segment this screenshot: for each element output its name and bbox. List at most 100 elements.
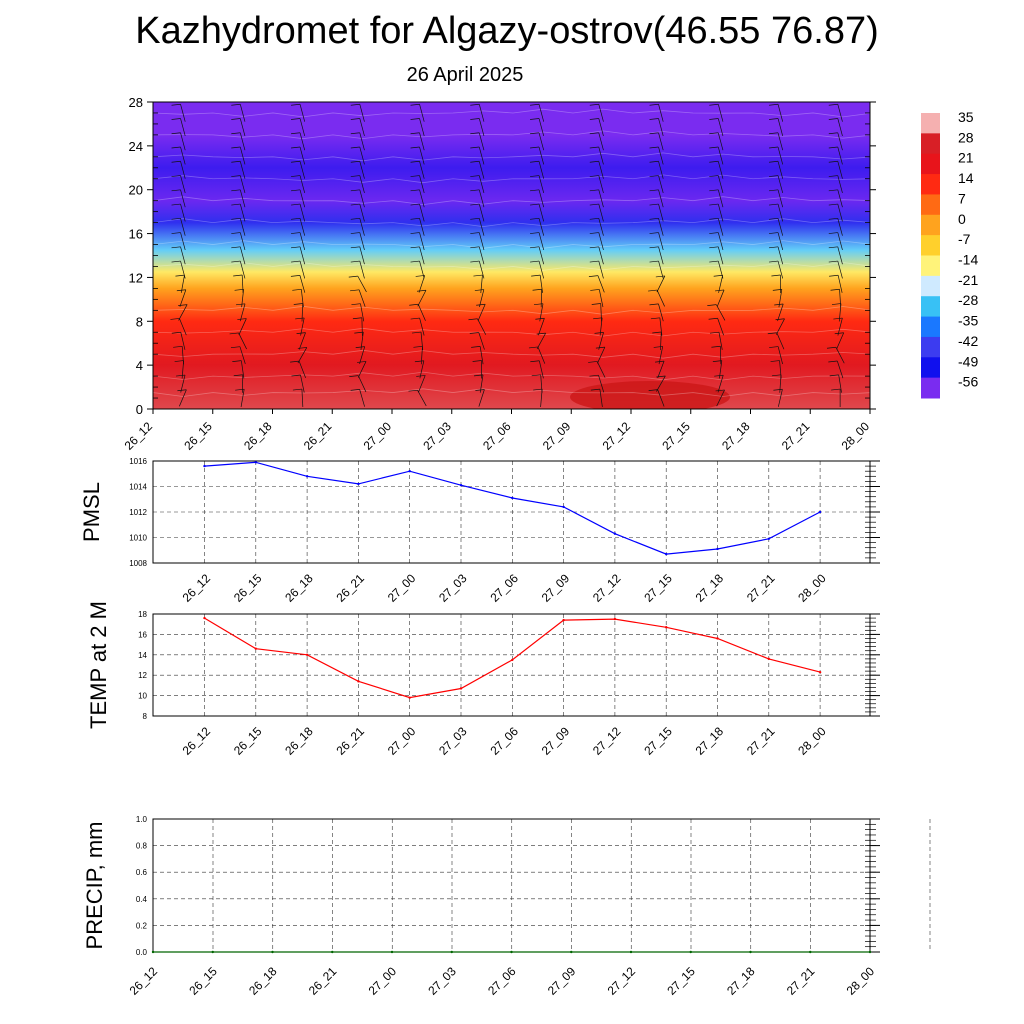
wind-barb [301, 389, 304, 408]
data-point [459, 484, 463, 487]
wind-barb [180, 374, 186, 393]
heatmap-x-tick-label: 26_12 [122, 419, 156, 453]
wind-barb-flag [350, 232, 360, 234]
wind-barb-flag [773, 388, 783, 391]
pmsl-chart: 1008 1010 1012 1014 1016 26_12 26_15 26_18 26_21… [79, 457, 880, 605]
wind-barb-flag [714, 374, 724, 377]
wind-barb [479, 346, 484, 365]
x-tick-label: 26_18 [282, 724, 316, 758]
wind-barb-flag [410, 217, 420, 220]
wind-barb-flag [291, 217, 301, 220]
wind-barb [419, 161, 425, 179]
heatmap-y-tick-label: 8 [136, 314, 143, 329]
y-tick-label: 12 [138, 671, 147, 680]
wind-barb [180, 232, 186, 251]
wind-barb-flag [350, 260, 360, 263]
wind-barb-flag [828, 217, 838, 220]
wind-barb-flag [171, 189, 181, 192]
wind-barb-flag [649, 175, 659, 177]
wind-barb [656, 275, 666, 293]
wind-barb [538, 146, 545, 165]
wind-barb [717, 104, 724, 122]
wind-barb-flag [416, 289, 427, 292]
wind-barb-flag [470, 189, 480, 192]
wind-barb [717, 161, 724, 179]
wind-barb [777, 175, 784, 194]
data-point [211, 950, 214, 954]
wind-barb-flag [589, 232, 599, 234]
wind-barb [359, 203, 365, 222]
wind-barb [181, 346, 184, 365]
colorbar-swatch [921, 113, 940, 134]
data-point [408, 470, 411, 473]
wind-barb-flag [231, 175, 241, 177]
x-tick-label: 26_15 [231, 571, 265, 605]
wind-barb-flag [414, 360, 424, 363]
wind-barb [658, 189, 664, 208]
wind-barb [837, 175, 843, 194]
x-tick-label: 26_12 [180, 724, 214, 758]
wind-barb-flag [291, 232, 301, 234]
wind-barb [359, 218, 365, 236]
wind-barb [420, 346, 423, 365]
heatmap-x-tick-label: 27_06 [480, 419, 514, 453]
wind-barb [538, 161, 545, 179]
data-point [613, 617, 617, 621]
wind-barb [658, 260, 664, 279]
y-tick-label: 1014 [129, 483, 147, 492]
wind-barb [598, 132, 604, 151]
wind-barb-flag [650, 317, 660, 320]
wind-barb [478, 175, 485, 194]
wind-barb-flag [649, 232, 659, 234]
wind-barb [238, 318, 247, 336]
wind-barb-flag [709, 175, 719, 177]
heatmap-y-tick-label: 4 [136, 358, 143, 373]
data-point [629, 950, 633, 954]
wind-barb [777, 218, 784, 236]
wind-barb [360, 332, 364, 350]
wind-barb-flag [655, 275, 665, 278]
wind-barb-flag [291, 189, 301, 192]
wind-barb-flag [177, 389, 187, 392]
wind-barb-flag [649, 189, 659, 192]
wind-barb-flag [530, 217, 540, 220]
wind-barb-flag [410, 317, 420, 320]
y-tick-label: 1.0 [136, 815, 148, 824]
wind-barb-flag [350, 203, 360, 206]
data-point [254, 461, 257, 464]
wind-barb-flag [348, 275, 358, 278]
wind-barb-flag [231, 132, 241, 135]
wind-barb [178, 304, 188, 321]
wind-barb [598, 104, 604, 122]
wind-barb [419, 317, 425, 336]
wind-barb [777, 189, 784, 208]
wind-barb [299, 146, 306, 165]
wind-barb [419, 146, 425, 165]
wind-barb [180, 132, 186, 151]
wind-barb-flag [178, 304, 188, 306]
wind-barb [837, 189, 843, 208]
colorbar: 35 28 21 14 7 0 -7 -14 -21 -28 -35 -42 -49 -56 [921, 109, 978, 399]
wind-barb-flag [171, 132, 181, 135]
wind-barb [299, 246, 306, 265]
wind-barb [538, 104, 545, 122]
wind-barb [538, 132, 545, 151]
wind-barb-flag [769, 203, 779, 206]
data-point [203, 464, 206, 468]
wind-barb-flag [709, 103, 719, 106]
wind-barb-flag [231, 260, 241, 263]
wind-barb [299, 203, 306, 222]
wind-barb-flag [290, 274, 300, 277]
wind-barb [299, 275, 306, 293]
wind-barb-flag [350, 132, 360, 135]
wind-barb-flag [588, 275, 598, 277]
wind-barb-flag [472, 360, 482, 362]
colorbar-label: 0 [958, 211, 966, 227]
colorbar-label: -35 [958, 313, 978, 329]
wind-barb-flag [828, 360, 838, 363]
wind-barb [238, 332, 247, 350]
wind-barb-flag [291, 160, 301, 163]
wind-barb [717, 375, 724, 393]
wind-barb [777, 104, 784, 122]
x-tick-label: 27_18 [724, 964, 758, 998]
